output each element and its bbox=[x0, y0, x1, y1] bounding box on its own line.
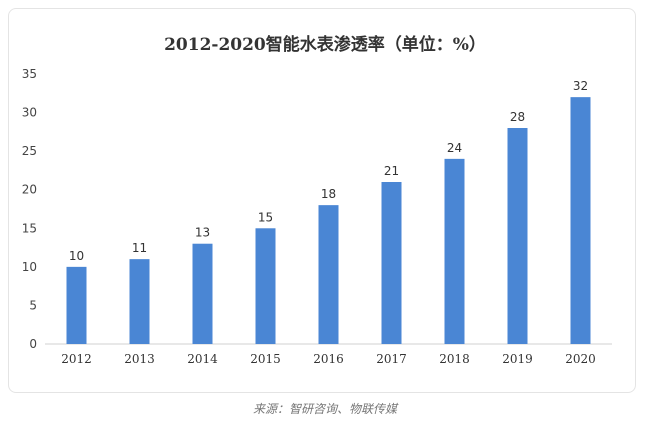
x-tick-label: 2020 bbox=[565, 352, 596, 366]
data-label: 15 bbox=[258, 210, 273, 224]
y-tick-label: 35 bbox=[22, 67, 37, 81]
data-label: 24 bbox=[447, 141, 462, 155]
bar bbox=[507, 128, 528, 344]
x-tick-label: 2016 bbox=[313, 352, 344, 366]
y-tick-label: 10 bbox=[22, 260, 37, 274]
y-tick-label: 25 bbox=[22, 144, 37, 158]
x-tick-label: 2014 bbox=[187, 352, 218, 366]
source-note: 来源：智研咨询、物联传媒 bbox=[252, 402, 397, 416]
x-tick-label: 2012 bbox=[61, 352, 92, 366]
data-label: 28 bbox=[510, 110, 525, 124]
data-label: 10 bbox=[69, 249, 84, 263]
bar bbox=[192, 243, 213, 344]
x-tick-label: 2013 bbox=[124, 352, 155, 366]
data-label: 13 bbox=[195, 226, 210, 240]
x-tick-label: 2018 bbox=[439, 352, 470, 366]
bar bbox=[381, 182, 402, 344]
data-label: 32 bbox=[573, 79, 588, 93]
bar bbox=[129, 259, 150, 344]
y-tick-label: 30 bbox=[22, 106, 37, 120]
bar bbox=[570, 97, 591, 345]
data-label: 11 bbox=[132, 241, 147, 255]
y-tick-label: 20 bbox=[22, 183, 37, 197]
x-tick-label: 2019 bbox=[502, 352, 533, 366]
bar bbox=[318, 205, 339, 344]
bar bbox=[444, 158, 465, 344]
chart-title: 2012-2020智能水表渗透率（单位：%） bbox=[164, 35, 486, 55]
y-tick-label: 15 bbox=[22, 221, 37, 235]
bar bbox=[255, 228, 276, 344]
y-tick-label: 0 bbox=[29, 337, 37, 351]
x-tick-label: 2017 bbox=[376, 352, 407, 366]
x-tick-label: 2015 bbox=[250, 352, 281, 366]
data-label: 21 bbox=[384, 164, 399, 178]
y-tick-label: 5 bbox=[29, 298, 37, 312]
data-label: 18 bbox=[321, 187, 336, 201]
bar bbox=[66, 266, 87, 344]
